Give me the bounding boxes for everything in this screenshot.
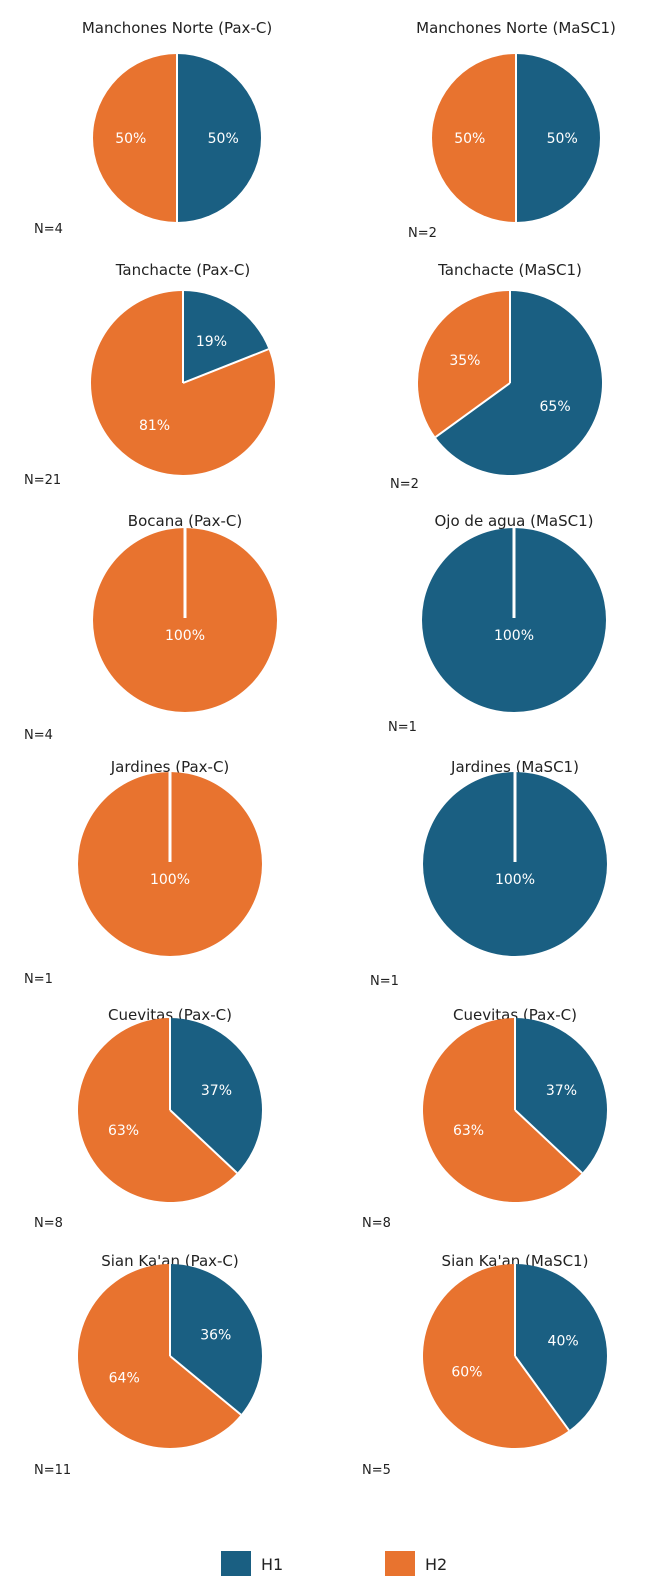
pie-data-label: 50% xyxy=(208,131,239,147)
pie-title: Ojo de agua (MaSC1) xyxy=(435,512,594,530)
sample-size-label: N=8 xyxy=(34,1216,63,1231)
pie-slice-h1 xyxy=(422,528,606,712)
pie-panel: Cuevitas (Pax-C) 37% 63% N=8 xyxy=(362,1006,608,1231)
pie-panel: Manchones Norte (Pax-C) 50% 50% N=4 xyxy=(34,19,272,237)
legend-swatch-h2 xyxy=(385,1551,415,1576)
pie-slice-h1 xyxy=(170,1264,263,1415)
pie-separator xyxy=(169,1355,242,1416)
pie-data-label: 100% xyxy=(494,628,534,644)
pie-data-label: 40% xyxy=(548,1333,579,1349)
pie-slice-h2 xyxy=(423,1264,570,1449)
pie-panel: Cuevitas (Pax-C) 37% 63% N=8 xyxy=(34,1006,263,1231)
pie-panel: Sian Ka'an (Pax-C) 36% 64% N=11 xyxy=(34,1252,263,1478)
pie-data-label: 100% xyxy=(165,628,205,644)
pie-separator xyxy=(514,1355,570,1432)
pie-slice-h2 xyxy=(78,1018,238,1202)
pie-title: Manchones Norte (Pax-C) xyxy=(82,19,272,37)
pie-title: Tanchacte (Pax-C) xyxy=(115,261,250,279)
pie-slice-h2 xyxy=(78,772,262,956)
pie-panel: Bocana (Pax-C) 100% N=4 xyxy=(24,512,277,743)
pie-panel: Tanchacte (Pax-C) 19% 81% N=21 xyxy=(24,261,275,488)
pie-data-label: 63% xyxy=(108,1123,139,1139)
pie-data-label: 37% xyxy=(546,1083,577,1099)
pie-data-label: 50% xyxy=(115,131,146,147)
pie-data-label: 81% xyxy=(139,418,170,434)
pie-slice-h2 xyxy=(423,1018,583,1203)
pie-slice-h2 xyxy=(78,1264,241,1449)
pie-slice-h2 xyxy=(418,291,510,438)
pie-data-label: 19% xyxy=(196,334,227,350)
pie-data-label: 100% xyxy=(150,872,190,888)
pie-separator xyxy=(169,1109,238,1174)
pie-title: Jardines (MaSC1) xyxy=(450,758,579,776)
pie-slice-h1 xyxy=(435,291,602,476)
sample-size-label: N=8 xyxy=(362,1216,391,1231)
pie-slice-h1 xyxy=(515,1018,608,1173)
pie-title: Bocana (Pax-C) xyxy=(128,512,242,530)
pie-panel: Jardines (Pax-C) 100% N=1 xyxy=(24,758,262,987)
sample-size-label: N=1 xyxy=(24,972,53,987)
pie-slice-h1 xyxy=(423,772,607,956)
pie-slice-h1 xyxy=(177,54,261,222)
sample-size-label: N=21 xyxy=(24,473,61,488)
pie-data-label: 64% xyxy=(109,1371,140,1387)
pie-data-label: 100% xyxy=(495,872,535,888)
pie-separator xyxy=(182,348,269,384)
legend-swatch-h1 xyxy=(221,1551,251,1576)
legend: H1 H2 xyxy=(221,1551,447,1576)
pie-slice-h1 xyxy=(515,1264,608,1431)
sample-size-label: N=2 xyxy=(390,477,419,492)
pie-slice-h1 xyxy=(516,54,600,222)
pie-title: Manchones Norte (MaSC1) xyxy=(416,19,616,37)
pie-data-label: 60% xyxy=(451,1365,482,1381)
pie-panel: Ojo de agua (MaSC1) 100% N=1 xyxy=(388,512,606,735)
pie-separator xyxy=(434,382,511,438)
sample-size-label: N=4 xyxy=(24,728,53,743)
sample-size-label: N=2 xyxy=(408,226,437,241)
pie-title: Cuevitas (Pax-C) xyxy=(453,1006,577,1024)
sample-size-label: N=11 xyxy=(34,1463,71,1478)
pie-title: Jardines (Pax-C) xyxy=(110,758,230,776)
pie-data-label: 50% xyxy=(454,131,485,147)
pie-data-label: 50% xyxy=(547,131,578,147)
pie-separator xyxy=(514,1109,583,1174)
sample-size-label: N=1 xyxy=(370,974,399,989)
legend-label-h2: H2 xyxy=(425,1555,447,1574)
pie-title: Cuevitas (Pax-C) xyxy=(108,1006,232,1024)
pie-panel: Jardines (MaSC1) 100% N=1 xyxy=(370,758,607,989)
sample-size-label: N=5 xyxy=(362,1463,391,1478)
pie-slice-h1 xyxy=(170,1018,263,1173)
pie-title: Sian Ka'an (Pax-C) xyxy=(101,1252,239,1270)
pie-panel: Sian Ka'an (MaSC1) 40% 60% N=5 xyxy=(362,1252,608,1478)
pie-slice-h1 xyxy=(183,291,269,383)
pie-slice-h2 xyxy=(432,54,516,222)
sample-size-label: N=4 xyxy=(34,222,63,237)
pie-data-label: 37% xyxy=(201,1083,232,1099)
pie-slice-h2 xyxy=(93,528,277,712)
pie-title: Tanchacte (MaSC1) xyxy=(437,261,582,279)
pie-data-label: 65% xyxy=(540,399,571,415)
pie-title: Sian Ka'an (MaSC1) xyxy=(442,1252,589,1270)
pie-panel: Manchones Norte (MaSC1) 50% 50% N=2 xyxy=(408,19,616,241)
pie-panel: Tanchacte (MaSC1) 65% 35% N=2 xyxy=(390,261,602,492)
pie-slice-h2 xyxy=(93,54,177,222)
sample-size-label: N=1 xyxy=(388,720,417,735)
pie-data-label: 36% xyxy=(200,1327,231,1343)
pie-data-label: 35% xyxy=(449,353,480,369)
legend-label-h1: H1 xyxy=(261,1555,283,1574)
pie-data-label: 63% xyxy=(453,1123,484,1139)
